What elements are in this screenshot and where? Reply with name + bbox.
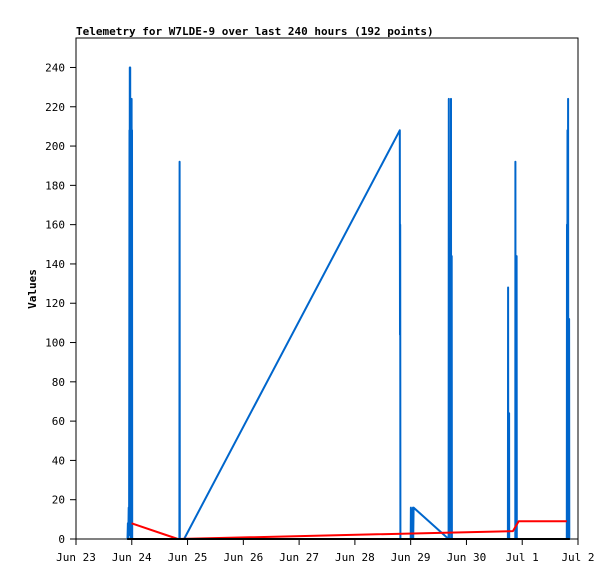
y-tick-label: 100 bbox=[45, 337, 65, 350]
x-tick-label: Jul 1 bbox=[506, 551, 539, 564]
x-axis: Jun 23 Jun 24 Jun 25 Jun 26 Jun 27 Jun 28 Jun … bbox=[56, 539, 595, 564]
y-axis-label: Values bbox=[26, 269, 39, 309]
y-tick-label: 240 bbox=[45, 61, 65, 74]
y-tick-label: 40 bbox=[52, 454, 65, 467]
x-tick-label: Jun 30 bbox=[447, 551, 487, 564]
y-tick-label: 0 bbox=[58, 533, 65, 546]
x-tick-label: Jun 26 bbox=[223, 551, 263, 564]
series-line-1 bbox=[126, 66, 571, 540]
y-tick-label: 60 bbox=[52, 415, 65, 428]
x-tick-label: Jun 24 bbox=[112, 551, 152, 564]
x-tick-label: Jun 28 bbox=[335, 551, 375, 564]
y-tick-label: 140 bbox=[45, 258, 65, 271]
x-tick-label: Jun 23 bbox=[56, 551, 96, 564]
x-tick-label: Jun 29 bbox=[391, 551, 431, 564]
y-tick-label: 20 bbox=[52, 494, 65, 507]
series-layer bbox=[126, 66, 571, 540]
y-axis: 0 20 40 60 80 100 120 140 160 180 200 220 240 bbox=[45, 61, 76, 546]
y-tick-label: 220 bbox=[45, 101, 65, 114]
series-line-2 bbox=[131, 520, 567, 540]
y-tick-label: 200 bbox=[45, 140, 65, 153]
y-tick-label: 80 bbox=[52, 376, 65, 389]
y-tick-label: 180 bbox=[45, 179, 65, 192]
y-tick-label: 160 bbox=[45, 219, 65, 232]
plot-frame bbox=[75, 37, 579, 540]
chart-title: Telemetry for W7LDE-9 over last 240 hour… bbox=[76, 25, 434, 38]
x-tick-label: Jun 25 bbox=[168, 551, 208, 564]
x-tick-label: Jul 2 bbox=[561, 551, 594, 564]
x-tick-label: Jun 27 bbox=[279, 551, 319, 564]
y-tick-label: 120 bbox=[45, 297, 65, 310]
